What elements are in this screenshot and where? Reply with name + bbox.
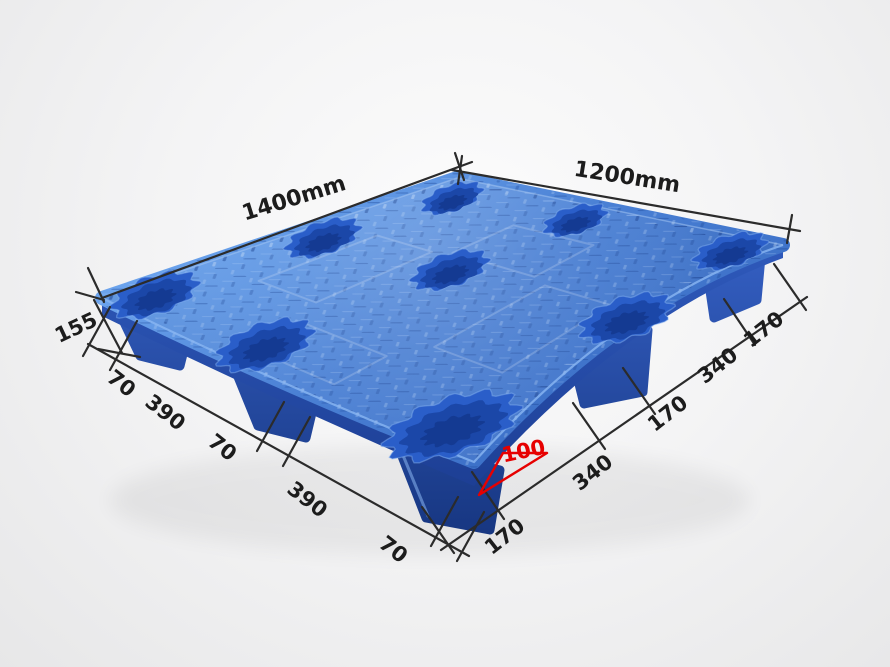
dim-tick xyxy=(255,400,286,453)
foot-recess-core-3 xyxy=(560,216,591,233)
dim-label-right-3: 340 xyxy=(693,343,742,389)
dim-line-width xyxy=(450,168,802,233)
dim-tick xyxy=(81,305,112,358)
dim-line-right-chain xyxy=(439,295,809,552)
dim-tick xyxy=(621,366,657,416)
dim-tick xyxy=(420,505,456,555)
seam-outline-0 xyxy=(257,234,433,304)
seam-outline-2 xyxy=(451,224,595,278)
dim-label-width: 1200mm xyxy=(572,157,682,198)
dim-line-height xyxy=(92,298,124,355)
deck-back-edge-highlight xyxy=(101,177,784,299)
foot-recess-core-7 xyxy=(242,336,289,363)
foot-recess-core-5 xyxy=(604,310,650,335)
foot-recess-core-0 xyxy=(134,288,177,311)
dim-tick xyxy=(456,154,464,186)
dim-line-length xyxy=(100,160,474,300)
dim-tick xyxy=(722,297,757,347)
deck-lighting xyxy=(102,178,783,462)
foot-recess-core-8 xyxy=(431,264,470,285)
dim-tick xyxy=(772,262,808,312)
foot-recess-core-1 xyxy=(305,232,342,253)
dim-tick xyxy=(108,319,139,372)
dim-tick xyxy=(429,495,460,548)
dim-tick xyxy=(785,213,794,245)
dim-label-right-2: 170 xyxy=(643,391,692,437)
dim-tick xyxy=(571,401,607,451)
dim-label-height: 155 xyxy=(51,308,101,348)
dim-tick xyxy=(281,415,312,468)
dim-tick xyxy=(470,470,506,521)
dim-tick xyxy=(74,290,106,302)
foot-recesses xyxy=(107,180,770,464)
dim-label-right-4: 170 xyxy=(739,307,788,353)
foot-recess-core-2 xyxy=(438,194,468,211)
dim-tick xyxy=(455,510,486,563)
foot-recess-core-6 xyxy=(420,413,485,448)
dimension-lines xyxy=(74,151,809,563)
front-foot-highlight xyxy=(398,446,430,518)
foot-recess-core-4 xyxy=(712,246,749,265)
dim-line-left-chain xyxy=(86,342,471,558)
foot-height-marker xyxy=(477,451,549,497)
dim-tick xyxy=(86,266,106,304)
